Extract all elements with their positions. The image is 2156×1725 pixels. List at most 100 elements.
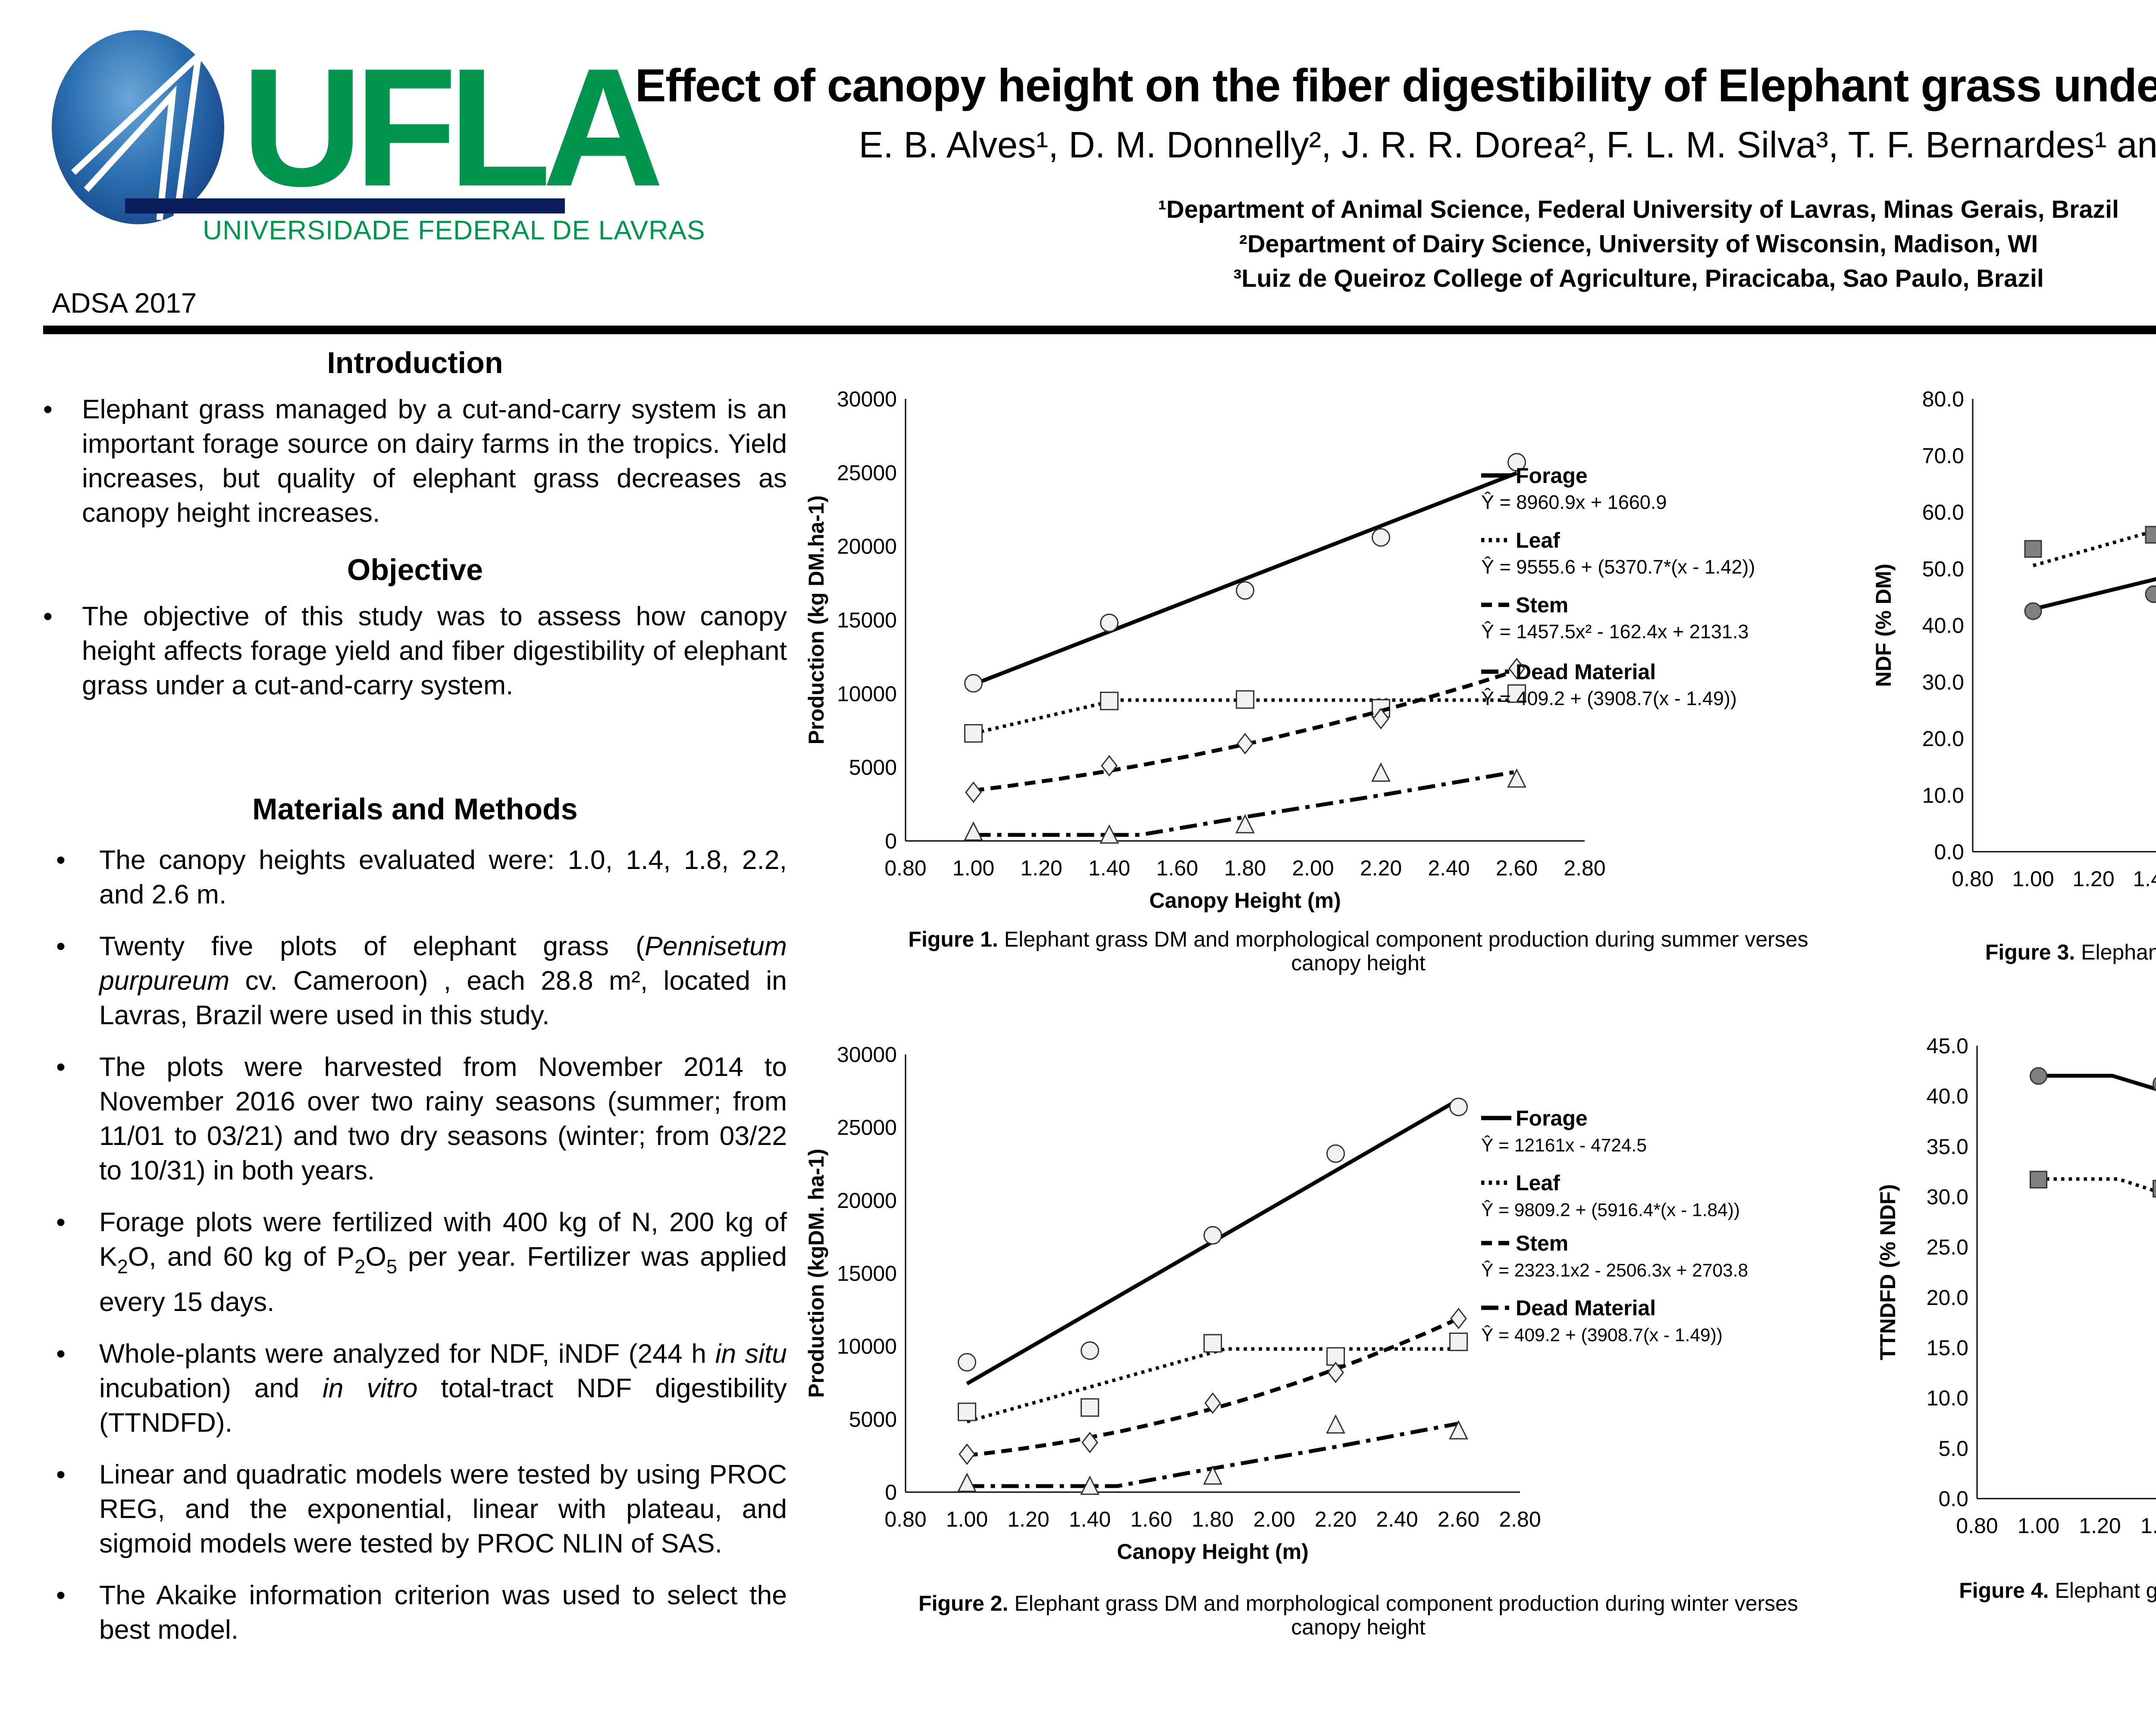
figure-2-caption-label: Figure 2. <box>918 1593 1009 1617</box>
legend-label: Leaf <box>1516 528 1560 552</box>
data-point-leaf <box>1507 684 1526 703</box>
x-tick-label: 1.40 <box>2140 1514 2156 1538</box>
methods-item-text: Pennisetum purpureum <box>99 932 787 996</box>
data-point-dead-material <box>1235 814 1255 834</box>
y-axis-title: NDF (% DM) <box>1871 564 1896 687</box>
x-tick-label: 1.20 <box>1020 856 1062 880</box>
y-tick-label: 15000 <box>837 608 897 632</box>
data-point-summer <box>2145 585 2156 603</box>
y-tick-label: 25000 <box>837 1116 897 1140</box>
data-point-forage <box>1326 1144 1345 1163</box>
methods-item-text: in situ <box>715 1338 787 1368</box>
legend-equation: Ŷ = 8960.9x + 1660.9 <box>1481 491 1667 513</box>
y-tick-label: 70.0 <box>1922 444 1964 468</box>
legend-equation: Ŷ = 1457.5x² - 162.4x + 2131.3 <box>1481 621 1749 643</box>
data-point-summer <box>2029 1067 2047 1085</box>
data-point-dead-material <box>1371 762 1391 782</box>
figure-1-caption-text: Elephant grass DM and morphological comp… <box>998 929 1808 977</box>
methods-item: The canopy heights evaluated were: 1.0, … <box>43 843 787 912</box>
y-tick-label: 20000 <box>837 534 897 558</box>
data-point-stem <box>1327 1361 1344 1383</box>
methods-item: Twenty five plots of elephant grass (Pen… <box>43 929 787 1033</box>
methods-item-text: 2 <box>117 1256 128 1278</box>
y-tick-label: 20.0 <box>1922 727 1964 751</box>
methods-item-text: Forage plots were fertilized with 400 kg… <box>99 1208 787 1272</box>
figure-1-caption-label: Figure 1. <box>908 929 998 953</box>
methods-item-text: in vitro <box>322 1372 418 1403</box>
x-tick-label: 2.00 <box>1253 1507 1295 1531</box>
x-axis-title: Canopy Height (m) <box>1117 1540 1308 1564</box>
y-tick-label: 80.0 <box>1922 387 1964 411</box>
data-point-leaf <box>1100 691 1119 710</box>
data-point-dead-material <box>1100 824 1119 844</box>
data-point-summer <box>2153 1077 2156 1091</box>
y-tick-label: 35.0 <box>1927 1135 1968 1159</box>
x-tick-label: 0.80 <box>884 856 926 880</box>
y-tick-label: 10000 <box>837 1334 897 1358</box>
legend-equation: Ŷ = 9809.2 + (5916.4*(x - 1.84)) <box>1481 1200 1740 1220</box>
data-point-stem <box>1101 755 1118 777</box>
y-tick-label: 15000 <box>837 1261 897 1286</box>
figure-4-caption: Figure 4. Elephant grass TTNDFD (% NDF) … <box>1897 1581 2156 1604</box>
fit-line-summer <box>2038 1074 2156 1091</box>
y-tick-label: 30000 <box>837 1043 897 1067</box>
data-point-forage <box>1081 1341 1099 1360</box>
objective-heading: Objective <box>347 552 483 586</box>
y-tick-label: 25.0 <box>1927 1235 1968 1259</box>
x-axis-title: Canopy Height (m) <box>1149 888 1341 913</box>
data-point-stem <box>1508 658 1525 680</box>
legend-label: Leaf <box>1516 1171 1560 1195</box>
y-axis-title: Production (kgDM. ha-1) <box>804 1149 828 1398</box>
legend-label: Dead Material <box>1516 1296 1656 1320</box>
legend-equation: Ŷ = 409.2 + (3908.7(x - 1.49)) <box>1481 1325 1723 1346</box>
data-point-dead-material <box>964 821 983 841</box>
x-tick-label: 1.20 <box>2072 867 2114 891</box>
legend-equation: Ŷ = 409.2 + (3908.7(x - 1.49)) <box>1481 687 1737 709</box>
y-tick-label: 40.0 <box>1927 1084 1968 1108</box>
figure-2-chart: 0 5000 10000 15000 20000 25000 30000 0.80 1.00 1.… <box>804 1043 1748 1564</box>
x-tick-label: 1.00 <box>946 1507 988 1531</box>
methods-item-text: total-tract NDF digestibility (TTNDFD). <box>99 1372 787 1437</box>
data-point-summer <box>2024 602 2042 620</box>
data-point-stem <box>1237 733 1253 755</box>
data-point-stem <box>1081 1432 1098 1453</box>
legend-equation: Ŷ = 2323.1x2 - 2506.3x + 2703.8 <box>1481 1260 1748 1281</box>
ufla-arrow-icon <box>71 47 203 220</box>
y-tick-label: 15.0 <box>1927 1336 1968 1360</box>
y-tick-label: 60.0 <box>1922 500 1964 524</box>
x-tick-label: 1.80 <box>1192 1507 1234 1531</box>
x-tick-label: 2.40 <box>1428 856 1470 880</box>
data-point-winter <box>2145 526 2156 544</box>
data-point-stem <box>959 1443 975 1465</box>
figure-2-caption: Figure 2. Elephant grass DM and morpholo… <box>884 1593 1833 1641</box>
figure-4-chart: 0.0 5.0 10.0 15.0 20.0 25.0 30.0 35.0 40.0 45.0 0.… <box>1876 1034 2156 1538</box>
data-point-forage <box>1449 1098 1468 1117</box>
fit-line-stem <box>973 668 1517 793</box>
data-point-winter <box>2029 1170 2047 1189</box>
data-point-dead-material <box>1449 1420 1468 1440</box>
data-point-forage <box>1100 613 1119 632</box>
methods-item-text: 5 <box>386 1256 398 1278</box>
methods-item: The plots were harvested from November 2… <box>43 1050 787 1188</box>
legend-label: Dead Material <box>1516 660 1656 684</box>
x-tick-label: 2.40 <box>1376 1507 1418 1531</box>
data-point-dead-material <box>957 1472 977 1492</box>
x-tick-label: 2.20 <box>1315 1507 1357 1531</box>
legend-equation: Ŷ = 9555.6 + (5370.7*(x - 1.42)) <box>1481 556 1755 578</box>
fit-line-leaf <box>966 1347 1459 1424</box>
x-tick-label: 1.40 <box>1069 1507 1111 1531</box>
figure-1-caption: Figure 1. Elephant grass DM and morpholo… <box>884 929 1833 977</box>
data-point-winter <box>2024 540 2042 558</box>
data-point-leaf <box>1236 690 1254 709</box>
x-tick-label: 1.80 <box>1224 856 1266 880</box>
methods-item-text: Twenty five plots of elephant grass ( <box>99 932 645 962</box>
methods-item-text: incubation) and <box>99 1372 323 1403</box>
data-point-forage <box>964 674 983 693</box>
figure-4-caption-text: Elephant grass TTNDFD (% NDF) verses can… <box>2055 1581 2156 1604</box>
fit-line-forage <box>972 471 1518 687</box>
figure-4-caption-label: Figure 4. <box>1959 1581 2049 1604</box>
legend-label: Stem <box>1516 593 1568 617</box>
data-point-leaf <box>958 1402 976 1421</box>
data-point-forage <box>958 1353 976 1372</box>
legend-label: Stem <box>1516 1231 1568 1255</box>
